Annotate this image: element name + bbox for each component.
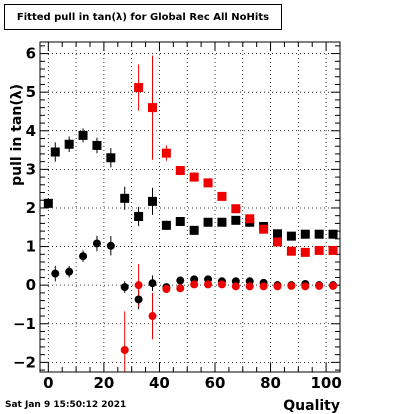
data-point-circle <box>134 281 143 290</box>
x-tick-label: 80 <box>260 374 281 392</box>
data-point-square <box>134 83 144 93</box>
data-point-square <box>286 246 296 256</box>
data-point-circle <box>148 279 157 288</box>
data-point-circle <box>245 282 254 291</box>
data-point-circle <box>162 285 171 294</box>
data-point-circle <box>273 282 282 291</box>
data-point-circle <box>176 284 185 293</box>
data-point-square <box>300 247 310 257</box>
data-point-square <box>189 172 199 182</box>
y-tick-label: 6 <box>26 45 36 63</box>
x-tick-label: 60 <box>205 374 226 392</box>
data-point-square <box>300 229 310 239</box>
data-point-square <box>231 204 241 214</box>
data-point-square <box>161 220 171 230</box>
data-point-square <box>134 211 144 221</box>
error-bars <box>47 55 334 372</box>
data-point-circle <box>92 239 101 248</box>
data-point-circle <box>134 295 143 304</box>
data-markers <box>43 83 338 354</box>
data-point-square <box>148 103 157 113</box>
data-point-circle <box>315 281 324 290</box>
data-point-circle <box>301 282 310 291</box>
data-point-square <box>161 148 171 158</box>
data-point-circle <box>120 346 129 354</box>
y-tick-label: 0 <box>26 276 36 294</box>
data-point-circle <box>120 283 129 292</box>
data-point-circle <box>190 280 199 289</box>
x-axis-title: Quality <box>283 398 340 414</box>
data-point-square <box>106 153 116 163</box>
data-point-square <box>64 139 74 149</box>
data-point-square <box>245 214 255 224</box>
chart-title: Fitted pull in tan(λ) for Global Rec All… <box>16 11 270 23</box>
y-tick-label: 2 <box>26 199 36 217</box>
data-point-square <box>328 229 338 239</box>
y-tick-label: 4 <box>26 122 36 140</box>
data-point-square <box>314 229 324 239</box>
data-point-square <box>203 217 213 227</box>
data-point-circle <box>176 276 185 285</box>
x-tick-label: 40 <box>149 374 170 392</box>
data-point-square <box>148 196 157 206</box>
data-point-circle <box>287 281 296 290</box>
data-point-square <box>50 147 60 157</box>
data-point-square <box>273 229 282 239</box>
data-point-square <box>273 237 282 247</box>
data-point-circle <box>106 241 115 250</box>
data-point-circle <box>231 282 240 291</box>
data-point-square <box>120 193 130 203</box>
data-point-square <box>259 224 269 234</box>
axis-ticks <box>40 42 341 372</box>
data-point-square <box>92 140 102 150</box>
tick-labels: 0 20 40 60 80 100 −2 −1 0 1 2 3 4 5 6 <box>13 45 342 392</box>
grid-lines <box>40 42 340 372</box>
y-tick-label: 1 <box>26 238 36 256</box>
chart-title-box: Fitted pull in tan(λ) for Global Rec All… <box>4 4 282 30</box>
data-point-square <box>175 166 185 176</box>
data-point-square <box>43 198 53 208</box>
data-point-square <box>217 191 227 201</box>
data-point-circle <box>79 252 88 261</box>
data-point-circle <box>217 280 226 289</box>
data-point-square <box>286 231 296 241</box>
y-tick-label: 5 <box>26 83 36 101</box>
plot-frame <box>39 41 341 373</box>
data-point-circle <box>65 267 74 276</box>
x-tick-label: 20 <box>93 374 114 392</box>
data-point-circle <box>259 282 268 291</box>
y-tick-label: −1 <box>13 315 36 333</box>
x-tick-label: 100 <box>310 374 341 392</box>
data-point-square <box>217 217 227 227</box>
data-point-square <box>314 245 324 255</box>
data-point-square <box>203 178 213 188</box>
data-point-square <box>231 215 241 225</box>
data-point-square <box>78 130 88 140</box>
data-point-square <box>328 245 338 255</box>
data-point-square <box>175 216 185 226</box>
y-axis-title: pull in tan(λ) <box>9 84 25 186</box>
data-point-circle <box>51 269 60 278</box>
x-tick-label: 0 <box>43 374 53 392</box>
timestamp-label: Sat Jan 9 15:50:12 2021 <box>5 400 127 410</box>
y-tick-label: −2 <box>13 353 36 371</box>
data-point-square <box>189 225 199 235</box>
data-point-circle <box>148 312 157 321</box>
y-tick-label: 3 <box>26 160 36 178</box>
data-point-circle <box>329 281 338 290</box>
data-point-circle <box>204 280 213 289</box>
